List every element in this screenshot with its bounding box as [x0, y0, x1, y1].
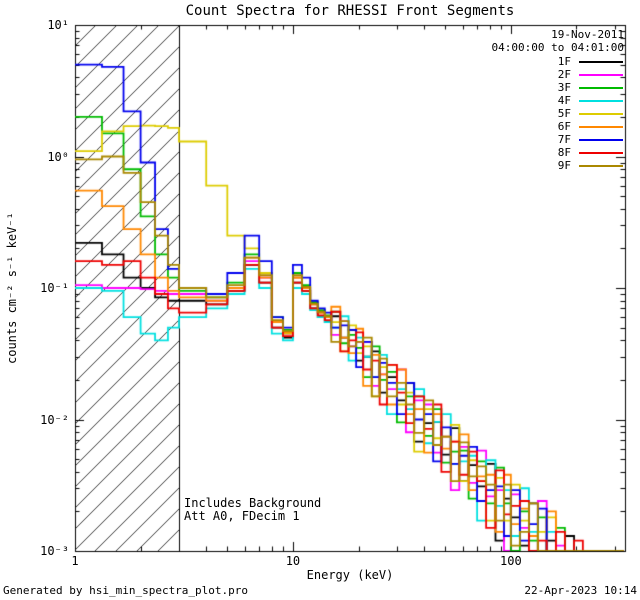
legend-label: 6F	[557, 120, 571, 133]
legend-color-line	[579, 86, 623, 89]
x-tick-label: 1	[71, 554, 79, 568]
plot-annotations: Includes Background Att A0, FDecim 1	[184, 497, 321, 523]
legend-color-line	[579, 99, 623, 102]
legend-label: 3F	[557, 81, 571, 94]
y-tick-label: 10⁻¹	[40, 281, 69, 295]
legend-label: 4F	[557, 94, 571, 107]
detector-legend: 1F 2F 3F 4F 5F 6F 7F 8F 9F	[558, 55, 623, 172]
x-tick-label: 10	[285, 554, 301, 568]
legend-item: 3F	[558, 81, 623, 94]
legend-item: 9F	[558, 159, 623, 172]
legend-color-line	[579, 151, 623, 154]
legend-item: 5F	[558, 107, 623, 120]
y-axis-label: counts cm⁻² s⁻¹ keV⁻¹	[5, 212, 19, 364]
legend-item: 4F	[558, 94, 623, 107]
legend-label: 7F	[557, 133, 571, 146]
y-tick-label: 10⁻³	[40, 544, 69, 558]
time-range-label: 04:00:00 to 04:01:00	[491, 41, 624, 54]
legend-color-line	[579, 164, 623, 167]
y-tick-label: 10¹	[47, 18, 69, 32]
legend-color-line	[579, 60, 623, 63]
legend-color-line	[579, 138, 623, 141]
attenuator-note: Att A0, FDecim 1	[184, 509, 300, 523]
legend-item: 8F	[558, 146, 623, 159]
generated-by-label: Generated by hsi_min_spectra_plot.pro	[3, 584, 249, 597]
legend-color-line	[579, 125, 623, 128]
y-tick-label: 10⁻²	[40, 412, 69, 427]
chart-title: Count Spectra for RHESSI Front Segments	[185, 3, 515, 19]
background-note: Includes Background	[184, 496, 322, 510]
render-timestamp-label: 22-Apr-2023 10:14	[524, 584, 637, 597]
legend-item: 7F	[558, 133, 623, 146]
x-tick-label: 100	[500, 554, 522, 568]
legend-label: 9F	[557, 159, 571, 172]
legend-item: 6F	[558, 120, 623, 133]
x-axis-label: Energy (keV)	[306, 568, 394, 582]
legend-label: 2F	[557, 68, 571, 81]
legend-item: 1F	[558, 55, 623, 68]
legend-item: 2F	[558, 68, 623, 81]
legend-label: 1F	[557, 55, 571, 68]
legend-label: 5F	[557, 107, 571, 120]
legend-color-line	[579, 112, 623, 115]
legend-label: 8F	[557, 146, 571, 159]
y-tick-label: 10⁰	[47, 149, 69, 164]
date-label: 19-Nov-2011	[551, 28, 624, 41]
observation-datetime: 19-Nov-2011 04:00:00 to 04:01:00	[492, 28, 624, 54]
legend-color-line	[579, 73, 623, 76]
